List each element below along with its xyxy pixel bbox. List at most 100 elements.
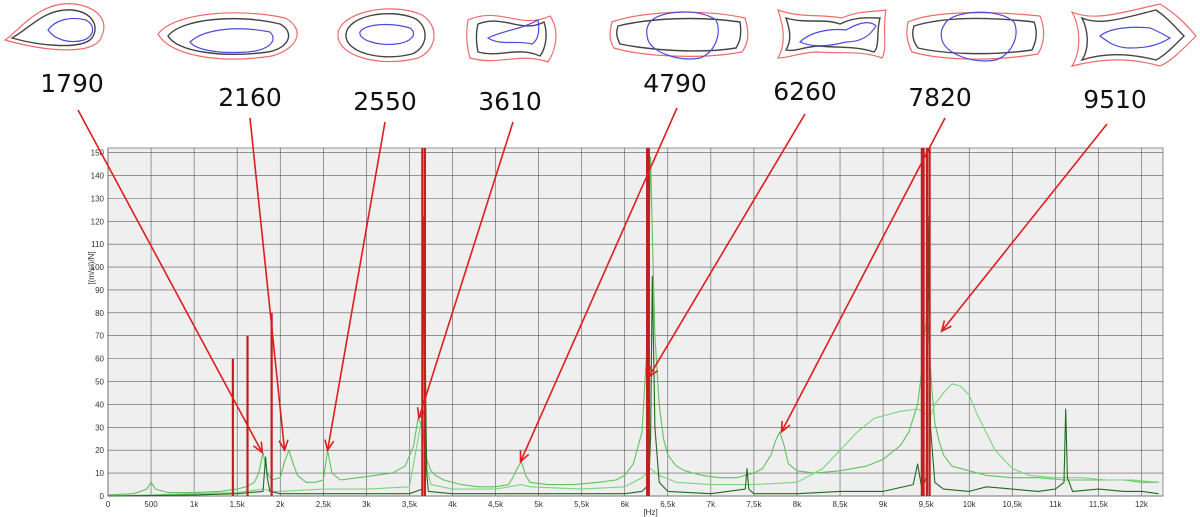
x-tick-labels: 0 500 1k 1,5k 2k 2,5k 3k 3,5k 4k 4,5k 5k 5,5k 6k 6,5k… (106, 500, 1149, 509)
mode-shape-undeformed-contour (345, 12, 426, 58)
x-tick-label: 7k (707, 500, 716, 509)
frf-plot: 0 500 1k 1,5k 2k 2,5k 3k 3,5k 4k 4,5k 5k 5,5k 6k 6,5k… (91, 147, 1164, 509)
response-series (107, 156, 1159, 497)
x-tick-label: 10,5k (1002, 500, 1023, 509)
mode-frequency-label: 3610 (478, 87, 542, 116)
y-tick-label: 30 (95, 423, 104, 432)
annotation-arrow (418, 121, 514, 419)
y-tick-label: 80 (95, 309, 104, 318)
x-tick-label: 6,5k (660, 500, 676, 509)
y-tick-label: 0 (100, 492, 105, 501)
y-tick-label: 10 (95, 469, 104, 478)
arrow-head (416, 407, 427, 421)
mode-frequency-label: 2550 (353, 87, 417, 116)
mode-annotations: 1790 2160 2550 3610 4790 6260 7820 9510 (40, 69, 1147, 464)
series-line-1 (107, 156, 1159, 496)
mode-shape-outer-contour (776, 9, 887, 59)
annotation-arrow (941, 123, 1108, 332)
arrow-head (324, 439, 335, 453)
series-line-3 (107, 216, 1159, 497)
mode-shape-undeformed-contour (784, 16, 881, 53)
x-tick-label: 2k (276, 500, 285, 509)
mode-shape-undeformed-contour (475, 20, 547, 57)
y-tick-label: 120 (91, 217, 105, 226)
y-tick-label: 50 (95, 378, 104, 387)
mode-shape-outer-contour (466, 14, 557, 63)
mode-shape-inner-contour (798, 21, 877, 47)
mode-frequency-label: 2160 (218, 83, 282, 112)
mode-shape-undeformed-contour (167, 17, 290, 55)
x-tick-label: 0 (106, 500, 111, 509)
mode-shape-sketches (3, 3, 1197, 67)
x-tick-label: 1,5k (230, 500, 246, 509)
x-tick-label: 500 (144, 500, 158, 509)
mode-frequency-label: 6260 (773, 77, 837, 106)
mode-frequency-label: 1790 (40, 69, 104, 98)
x-tick-label: 2,5k (316, 500, 332, 509)
x-tick-label: 11,5k (1089, 500, 1109, 509)
arrow-head (940, 320, 952, 333)
mode-shape-inner-contour (486, 19, 540, 45)
mode-shape-inner-contour (189, 28, 274, 54)
y-tick-labels: 0 10 20 30 40 50 60 70 80 90 100 110 120 130 140 150 (91, 149, 105, 501)
mode-shape-outer-contour (157, 12, 298, 60)
mode-shape-undeformed-contour (1080, 9, 1185, 62)
arrow-head (278, 439, 289, 453)
x-tick-label: 4k (448, 500, 457, 509)
resonance-markers (231, 148, 931, 496)
arrow-head (519, 450, 530, 464)
mode-frequency-label: 9510 (1083, 85, 1147, 114)
y-tick-label: 140 (91, 171, 105, 180)
mode-shape-inner-contour (646, 11, 719, 60)
mode-shape-outer-contour (3, 3, 105, 51)
annotation-arrow (326, 121, 386, 451)
x-tick-label: 8k (793, 500, 802, 509)
x-tick-label: 5,5k (574, 500, 590, 509)
y-axis-label: [(m/s²)/N] (87, 251, 96, 284)
mode-shape-undeformed-contour (10, 9, 96, 47)
mode-shape-inner-contour (1099, 26, 1172, 49)
mode-shape-undeformed-contour (912, 17, 1037, 55)
mode-shape-inner-contour (359, 23, 415, 45)
annotation-arrow (648, 113, 806, 378)
x-tick-label: 7,5k (746, 500, 762, 509)
x-tick-label: 9,5k (919, 500, 935, 509)
y-tick-label: 110 (91, 240, 104, 249)
y-tick-label: 90 (95, 286, 104, 295)
y-tick-label: 130 (91, 194, 105, 203)
annotation-arrow (780, 117, 946, 433)
x-tick-label: 3k (362, 500, 371, 509)
series-line-2 (107, 383, 1159, 497)
arrow-head (780, 420, 791, 434)
x-tick-label: 5k (534, 500, 543, 509)
x-tick-label: 11k (1049, 500, 1062, 509)
x-axis-label: [Hz] (643, 508, 657, 517)
mode-shape-inner-contour (940, 11, 1017, 62)
grid-lines (107, 148, 1163, 497)
annotation-arrow (249, 117, 286, 451)
mode-shape-inner-contour (47, 17, 94, 43)
x-tick-label: 9k (879, 500, 888, 509)
x-tick-label: 3,5k (402, 500, 418, 509)
annotation-arrow (77, 109, 263, 453)
y-tick-label: 100 (91, 263, 105, 272)
arrow-head (252, 441, 264, 455)
annotation-arrow (519, 107, 678, 462)
y-tick-label: 150 (91, 149, 105, 158)
mode-shape-outer-contour (337, 8, 435, 63)
x-tick-label: 10k (963, 500, 977, 509)
mode-shape-outer-contour (1070, 3, 1197, 67)
mode-frequency-label: 7820 (908, 83, 972, 112)
arrow-head (647, 365, 659, 379)
y-tick-label: 60 (95, 355, 104, 364)
y-tick-label: 70 (95, 332, 104, 341)
x-tick-label: 6k (621, 500, 630, 509)
x-tick-label: 8,5k (832, 500, 848, 509)
mode-shape-undeformed-contour (615, 17, 742, 52)
x-tick-label: 12k (1135, 500, 1149, 509)
x-tick-label: 1k (190, 500, 199, 509)
mode-frequency-label: 4790 (643, 69, 707, 98)
mode-shape-outer-contour (906, 12, 1045, 60)
y-tick-label: 20 (95, 446, 104, 455)
